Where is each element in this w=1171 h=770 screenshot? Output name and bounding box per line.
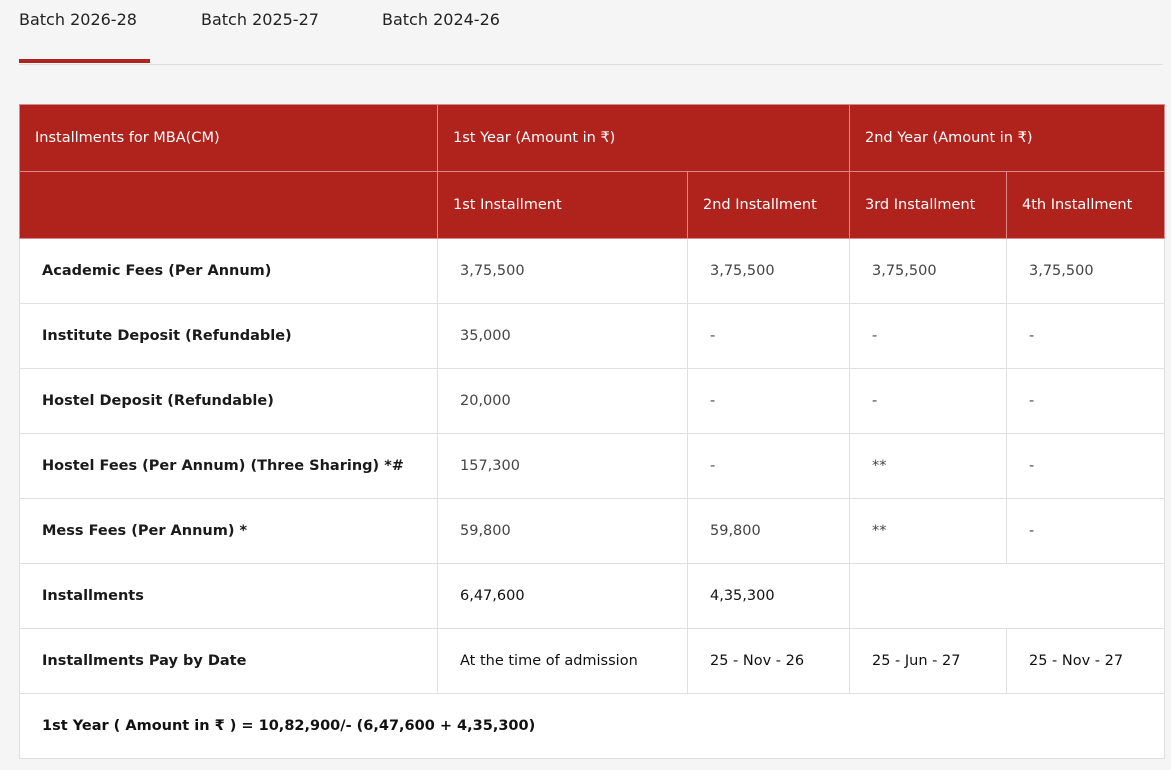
row-label: Hostel Deposit (Refundable) — [19, 368, 438, 434]
batch-tabs: Batch 2026-28 Batch 2025-27 Batch 2024-2… — [19, 0, 1163, 65]
cell: - — [849, 303, 1007, 369]
table-row: Hostel Fees (Per Annum) (Three Sharing) … — [19, 433, 1165, 499]
empty-header — [19, 171, 438, 239]
installment-3-header: 3rd Installment — [849, 171, 1007, 239]
installment-2-header: 2nd Installment — [687, 171, 850, 239]
cell: At the time of admission — [437, 628, 688, 694]
tab-batch-2025-27[interactable]: Batch 2025-27 — [201, 10, 319, 29]
cell: 35,000 — [437, 303, 688, 369]
tab-batch-2024-26[interactable]: Batch 2024-26 — [382, 10, 500, 29]
cell: - — [1006, 433, 1165, 499]
cell: 25 - Nov - 27 — [1006, 628, 1165, 694]
footer-row: 1st Year ( Amount in ₹ ) = 10,82,900/- (… — [19, 693, 1165, 759]
cell: 3,75,500 — [849, 238, 1007, 304]
empty-cell — [849, 563, 1165, 629]
totals-row: Installments 6,47,600 4,35,300 — [19, 563, 1165, 629]
cell: - — [687, 368, 850, 434]
cell: - — [1006, 498, 1165, 564]
cell: - — [687, 433, 850, 499]
dates-row: Installments Pay by Date At the time of … — [19, 628, 1165, 694]
fee-table: Installments for MBA(CM) 1st Year (Amoun… — [19, 104, 1165, 759]
cell: 59,800 — [687, 498, 850, 564]
cell: ** — [849, 498, 1007, 564]
cell: 20,000 — [437, 368, 688, 434]
table-row: Academic Fees (Per Annum) 3,75,500 3,75,50… — [19, 238, 1165, 304]
cell: 25 - Jun - 27 — [849, 628, 1007, 694]
year2-header: 2nd Year (Amount in ₹) — [849, 104, 1165, 172]
cell: 3,75,500 — [687, 238, 850, 304]
cell: 59,800 — [437, 498, 688, 564]
cell: - — [849, 368, 1007, 434]
installment-4-header: 4th Installment — [1006, 171, 1165, 239]
row-label: Mess Fees (Per Annum) * — [19, 498, 438, 564]
row-label: Installments — [19, 563, 438, 629]
cell: 25 - Nov - 26 — [687, 628, 850, 694]
cell: ** — [849, 433, 1007, 499]
cell: - — [687, 303, 850, 369]
first-year-total: 1st Year ( Amount in ₹ ) = 10,82,900/- (… — [19, 693, 1165, 759]
installment-1-header: 1st Installment — [437, 171, 688, 239]
cell: 157,300 — [437, 433, 688, 499]
cell: 6,47,600 — [437, 563, 688, 629]
row-label: Installments Pay by Date — [19, 628, 438, 694]
cell: 4,35,300 — [687, 563, 850, 629]
row-label: Institute Deposit (Refundable) — [19, 303, 438, 369]
table-row: Hostel Deposit (Refundable) 20,000- - - — [19, 368, 1165, 434]
tab-batch-2026-28[interactable]: Batch 2026-28 — [19, 10, 150, 63]
cell: - — [1006, 368, 1165, 434]
year1-header: 1st Year (Amount in ₹) — [437, 104, 850, 172]
header-row: Installments for MBA(CM) 1st Year (Amoun… — [19, 104, 1165, 172]
cell: 3,75,500 — [1006, 238, 1165, 304]
corner-header: Installments for MBA(CM) — [19, 104, 438, 172]
subheader-row: 1st Installment 2nd Installment 3rd Inst… — [19, 171, 1165, 239]
table-row: Institute Deposit (Refundable) 35,000- - - — [19, 303, 1165, 369]
row-label: Hostel Fees (Per Annum) (Three Sharing) … — [19, 433, 438, 499]
cell: - — [1006, 303, 1165, 369]
table-row: Mess Fees (Per Annum) * 59,800 59,800 ** - — [19, 498, 1165, 564]
cell: 3,75,500 — [437, 238, 688, 304]
row-label: Academic Fees (Per Annum) — [19, 238, 438, 304]
